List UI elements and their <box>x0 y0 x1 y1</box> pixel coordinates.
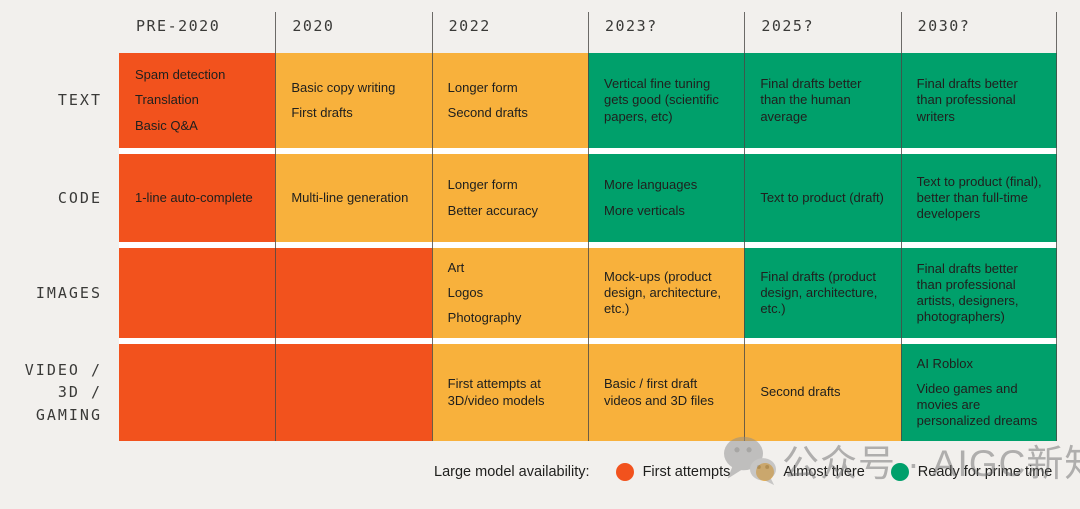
grid-cell: Longer form Second drafts <box>431 53 588 148</box>
grid-cell: Basic copy writing First drafts <box>275 53 432 148</box>
table-row-text: Spam detection Translation Basic Q&A Bas… <box>119 53 1057 148</box>
grid-cell: First attempts at 3D/video models <box>431 344 588 441</box>
grid-cell: Final drafts better than the human avera… <box>744 53 901 148</box>
cell-item: AI Roblox <box>916 355 974 371</box>
cell-item: Better accuracy <box>447 202 538 218</box>
cell-item: First drafts <box>291 105 353 120</box>
cell-item: Spam detection <box>135 67 226 83</box>
row-label-column: TEXT CODE IMAGES VIDEO / 3D / GAMING <box>0 53 102 441</box>
cell-item: Longer form <box>447 79 518 95</box>
grid-cell: Final drafts better than professional ar… <box>900 248 1057 338</box>
table-row-images: Art Logos Photography Mock-ups (product … <box>119 248 1057 338</box>
grid-cell: 1-line auto-complete <box>119 154 276 242</box>
row-label-line: 3D / <box>57 383 102 402</box>
first-attempts-dot-icon <box>615 463 634 481</box>
cell-item: Multi-line generation <box>291 189 409 205</box>
column-divider-line <box>900 12 902 441</box>
column-header-2025: 2025? <box>761 17 814 35</box>
cell-item: Final drafts better than professional wr… <box>916 76 1018 124</box>
grid-cell: AI Roblox Video games and movies are per… <box>900 344 1057 441</box>
grid-cell: Final drafts better than professional wr… <box>900 53 1057 148</box>
row-label-images: IMAGES <box>0 248 102 338</box>
legend-item-almost-there: Almost there <box>756 463 865 481</box>
cell-item: Text to product (final), better than ful… <box>916 173 1042 222</box>
cell-item: Basic Q&A <box>135 117 198 133</box>
grid-cell-empty <box>275 344 432 441</box>
grid-cell: Spam detection Translation Basic Q&A <box>119 53 276 148</box>
cell-item: Final drafts better than the human avera… <box>760 76 862 124</box>
cell-item: Final drafts (product design, architectu… <box>760 268 878 317</box>
grid-cell: Text to product (final), better than ful… <box>900 154 1057 242</box>
cell-item: Video games and movies are personalized … <box>916 380 1038 429</box>
row-label-line: GAMING <box>35 405 102 424</box>
table-row-code: 1-line auto-complete Multi-line generati… <box>119 154 1057 242</box>
grid-cell: Mock-ups (product design, architecture, … <box>587 248 745 338</box>
ready-for-prime-time-dot-icon <box>890 463 909 481</box>
grid-cell-empty <box>275 248 432 338</box>
cell-item: Art <box>447 259 465 275</box>
column-divider-line <box>744 12 746 441</box>
column-header-2020: 2020 <box>292 17 335 35</box>
row-label-text: TEXT <box>0 53 102 148</box>
cell-item: First attempts at 3D/video models <box>447 376 545 408</box>
cell-item: Translation <box>135 92 199 108</box>
legend-item-label: Almost there <box>783 464 865 480</box>
grid-cell: Second drafts <box>744 344 901 441</box>
cell-item: Mock-ups (product design, architecture, … <box>603 268 722 317</box>
grid-cell: More languages More verticals <box>587 154 745 242</box>
legend-item-first-attempts: First attempts <box>615 463 731 481</box>
cell-item: More verticals <box>603 202 685 218</box>
grid-cell: Text to product (draft) <box>744 154 901 242</box>
column-header-2030: 2030? <box>917 17 971 35</box>
legend: Large model availability: First attempts… <box>434 463 1052 481</box>
row-label-line: TEXT <box>57 91 102 110</box>
cell-item: Basic / first draft videos and 3D files <box>603 376 714 408</box>
cell-item: Text to product (draft) <box>760 189 884 205</box>
grid-cell: Longer form Better accuracy <box>431 154 588 242</box>
table-row-video-3d-gaming: First attempts at 3D/video models Basic … <box>119 344 1057 441</box>
grid-cell-empty <box>119 344 276 441</box>
cell-item: Vertical fine tuning gets good (scientif… <box>603 76 719 124</box>
column-header-row: PRE-2020 2020 2022 2023? 2025? 2030? <box>119 0 1057 53</box>
grid-cell: Vertical fine tuning gets good (scientif… <box>587 53 745 148</box>
column-header-2023: 2023? <box>604 17 658 35</box>
column-divider-line <box>431 12 433 441</box>
legend-item-label: Ready for prime time <box>917 464 1053 480</box>
grid-cell-empty <box>119 248 276 338</box>
legend-title: Large model availability: <box>434 464 590 480</box>
legend-item-label: First attempts <box>642 464 731 480</box>
cell-item: Longer form <box>447 177 518 193</box>
row-label-video-3d-gaming: VIDEO / 3D / GAMING <box>0 344 102 441</box>
cell-item: More languages <box>603 177 698 193</box>
cell-item: Second drafts <box>447 105 528 120</box>
cell-item: Basic copy writing <box>291 79 396 95</box>
row-label-line: VIDEO / <box>24 360 102 379</box>
row-label-line: IMAGES <box>35 283 102 302</box>
column-header-2022: 2022 <box>448 17 491 35</box>
grid-cell: Final drafts (product design, architectu… <box>744 248 901 338</box>
grid-cell: Art Logos Photography <box>431 248 588 338</box>
row-label-line: CODE <box>57 188 102 207</box>
cell-item: 1-line auto-complete <box>135 189 253 205</box>
table-right-border-line <box>1056 12 1057 441</box>
column-divider-line <box>588 12 589 441</box>
grid-cell: Basic / first draft videos and 3D files <box>587 344 745 441</box>
column-header-pre-2020: PRE-2020 <box>136 17 221 35</box>
column-divider-line <box>275 12 277 441</box>
cell-item: Logos <box>447 284 484 300</box>
row-label-code: CODE <box>0 154 102 242</box>
cell-item: Second drafts <box>760 384 841 400</box>
timeline-table: PRE-2020 2020 2022 2023? 2025? 2030? Spa… <box>119 0 1057 441</box>
cell-item: Final drafts better than professional ar… <box>916 260 1019 325</box>
almost-there-dot-icon <box>756 463 775 481</box>
cell-item: Photography <box>447 310 522 326</box>
legend-item-ready-for-prime-time: Ready for prime time <box>890 463 1053 481</box>
grid-cell: Multi-line generation <box>275 154 432 242</box>
